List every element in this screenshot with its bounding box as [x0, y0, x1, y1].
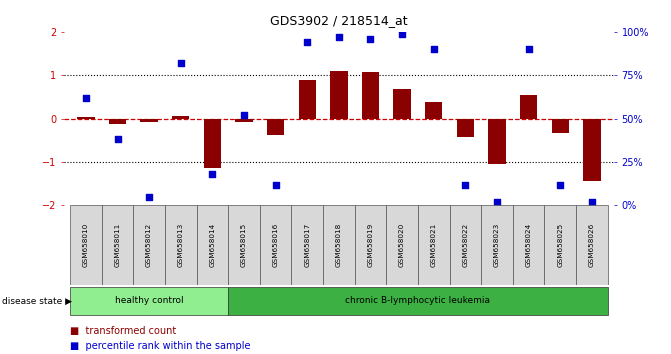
Bar	[481, 205, 513, 285]
Bar	[488, 119, 506, 164]
Bar	[457, 119, 474, 137]
Bar	[323, 205, 355, 285]
Point	[144, 194, 154, 200]
Text: GSM658012: GSM658012	[146, 223, 152, 267]
Point	[175, 60, 186, 66]
Text: GSM658019: GSM658019	[368, 223, 374, 267]
Text: GSM658018: GSM658018	[336, 223, 342, 267]
Bar	[70, 205, 102, 285]
Bar	[330, 71, 348, 119]
Text: ■  percentile rank within the sample: ■ percentile rank within the sample	[70, 341, 251, 351]
Bar	[172, 116, 189, 119]
Text: GSM658026: GSM658026	[589, 223, 595, 267]
Bar	[204, 119, 221, 169]
Bar	[197, 205, 228, 285]
Bar	[109, 119, 126, 124]
Bar	[425, 102, 442, 119]
Point	[365, 36, 376, 42]
Text: GSM658025: GSM658025	[557, 223, 563, 267]
Text: GSM658015: GSM658015	[241, 223, 247, 267]
Point	[112, 137, 123, 142]
Text: GSM658023: GSM658023	[494, 223, 500, 267]
Point	[397, 31, 407, 36]
Point	[302, 39, 313, 45]
Text: GSM658020: GSM658020	[399, 223, 405, 267]
Text: GSM658024: GSM658024	[525, 223, 531, 267]
Text: GSM658010: GSM658010	[83, 223, 89, 267]
Bar	[102, 205, 134, 285]
Bar	[236, 119, 253, 122]
Point	[270, 182, 281, 187]
Bar	[291, 205, 323, 285]
Text: GSM658017: GSM658017	[304, 223, 310, 267]
Bar	[386, 205, 418, 285]
Text: GSM658014: GSM658014	[209, 223, 215, 267]
Bar	[355, 205, 386, 285]
Bar	[576, 205, 608, 285]
Point	[239, 112, 250, 118]
Text: disease state ▶: disease state ▶	[2, 296, 72, 306]
Bar	[418, 205, 450, 285]
Text: GSM658016: GSM658016	[272, 223, 278, 267]
Point	[555, 182, 566, 187]
Text: GSM658022: GSM658022	[462, 223, 468, 267]
Bar	[299, 80, 316, 119]
Bar	[228, 287, 608, 315]
Bar	[520, 95, 537, 119]
Bar	[140, 119, 158, 122]
Bar	[77, 117, 95, 119]
Point	[207, 171, 217, 177]
Point	[586, 199, 597, 205]
Text: GDS3902 / 218514_at: GDS3902 / 218514_at	[270, 14, 408, 27]
Bar	[552, 119, 569, 133]
Bar	[450, 205, 481, 285]
Text: GSM658021: GSM658021	[431, 223, 437, 267]
Point	[492, 199, 503, 205]
Bar	[134, 205, 165, 285]
Text: GSM658013: GSM658013	[178, 223, 184, 267]
Bar	[362, 72, 379, 119]
Point	[81, 95, 91, 101]
Text: chronic B-lymphocytic leukemia: chronic B-lymphocytic leukemia	[346, 296, 491, 306]
Point	[523, 46, 534, 52]
Point	[460, 182, 471, 187]
Text: healthy control: healthy control	[115, 296, 183, 306]
Bar	[267, 119, 285, 135]
Bar	[583, 119, 601, 182]
Bar	[228, 205, 260, 285]
Bar	[393, 89, 411, 119]
Bar	[260, 205, 291, 285]
Bar	[513, 205, 544, 285]
Text: GSM658011: GSM658011	[115, 223, 121, 267]
Point	[428, 46, 439, 52]
Bar	[544, 205, 576, 285]
Point	[333, 34, 344, 40]
Bar	[165, 205, 197, 285]
Bar	[70, 287, 228, 315]
Text: ■  transformed count: ■ transformed count	[70, 326, 176, 336]
